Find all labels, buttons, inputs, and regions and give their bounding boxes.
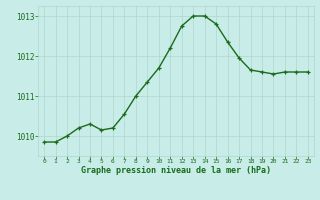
X-axis label: Graphe pression niveau de la mer (hPa): Graphe pression niveau de la mer (hPa) (81, 166, 271, 175)
